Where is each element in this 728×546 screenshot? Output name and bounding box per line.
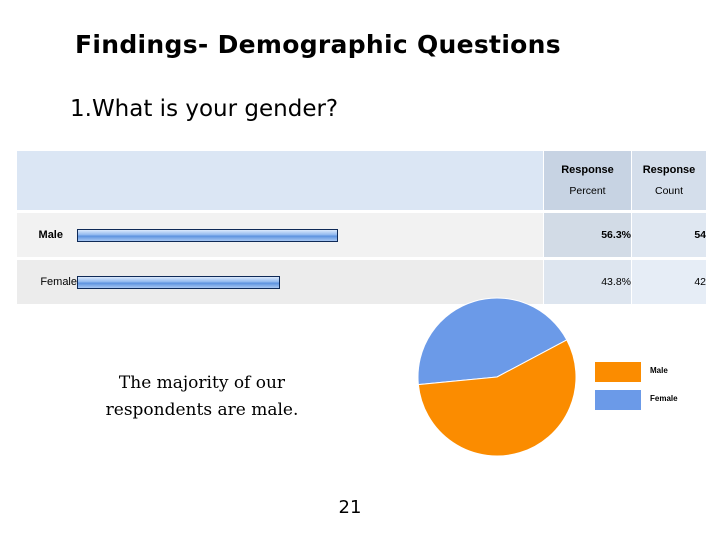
page-number: 21	[338, 497, 362, 518]
pie-slice-female	[417, 297, 568, 386]
summary-caption: The majority of our respondents are male…	[105, 373, 299, 420]
bar-female	[77, 275, 281, 289]
survey-results-table: Response Percent Response Count Male 56.…	[17, 151, 706, 304]
row-label: Male	[17, 213, 77, 260]
response-percent: 56.3%	[543, 213, 631, 260]
header-line: Percent	[569, 184, 606, 197]
header-spacer	[77, 151, 543, 213]
row-label: Female	[17, 260, 77, 304]
slide-title: Findings- Demographic Questions	[75, 30, 561, 59]
response-count: 54	[631, 213, 706, 260]
header-spacer	[17, 151, 77, 213]
legend-swatch-female	[595, 390, 641, 410]
response-percent: 43.8%	[543, 260, 631, 304]
table-row: Male 56.3% 54	[17, 213, 706, 260]
table-header-row: Response Percent Response Count	[17, 151, 706, 213]
legend-label-male: Male	[650, 366, 668, 375]
header-line: Response	[642, 163, 696, 176]
table-row: Female 43.8% 42	[17, 260, 706, 304]
response-count-header: Response Count	[631, 151, 706, 213]
legend-swatch-male	[595, 362, 641, 382]
pie-slice-male	[417, 339, 577, 457]
header-line: Response	[561, 163, 614, 176]
response-count: 42	[631, 260, 706, 304]
bar-cell	[77, 213, 543, 260]
question-heading: 1.What is your gender?	[70, 96, 339, 122]
legend-label-female: Female	[650, 394, 678, 403]
header-line: Count	[654, 184, 684, 197]
gender-pie-chart: Male Female	[417, 297, 678, 457]
response-percent-header: Response Percent	[543, 151, 631, 213]
bar-male	[77, 228, 338, 242]
bar-cell	[77, 260, 543, 304]
